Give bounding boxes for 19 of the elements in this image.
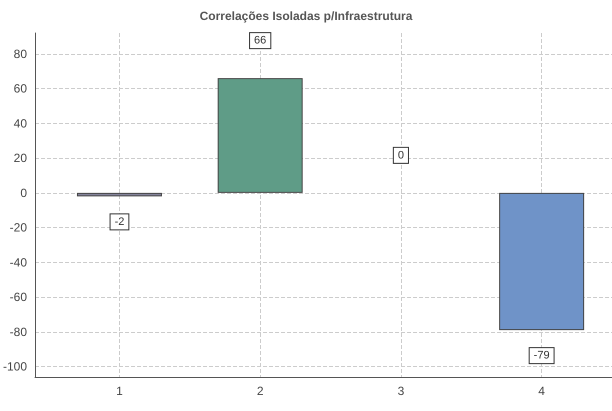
y-tick-label: -60 <box>10 290 28 304</box>
data-label: 66 <box>254 34 266 47</box>
y-tick-label: -80 <box>10 324 28 339</box>
x-tick-label: 3 <box>398 384 405 398</box>
data-label: -2 <box>114 216 124 228</box>
y-tick-label: 80 <box>14 46 28 61</box>
y-tick-label: 0 <box>20 186 28 200</box>
x-tick-label: 1 <box>116 384 124 398</box>
y-tick-label: -20 <box>10 220 28 235</box>
y-tick-label: 60 <box>14 82 28 96</box>
chart-title: Correlações Isoladas p/Infraestrutura <box>200 9 413 23</box>
x-tick-label: 2 <box>256 384 264 398</box>
y-tick-label: -40 <box>10 255 28 270</box>
x-tick-label: 4 <box>538 384 546 398</box>
y-tick-label: 40 <box>14 116 28 130</box>
y-tick-label: 20 <box>14 151 28 166</box>
data-label: 0 <box>398 149 404 162</box>
data-label: -79 <box>534 350 550 362</box>
y-tick-label: -100 <box>2 360 28 374</box>
